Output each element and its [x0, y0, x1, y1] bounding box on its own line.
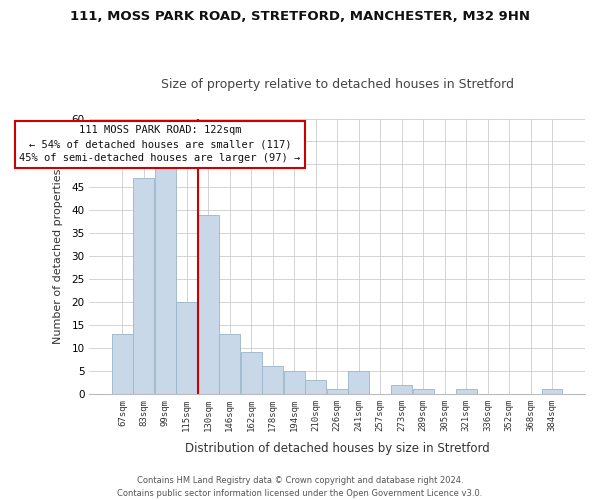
Bar: [241, 352, 262, 394]
Bar: [262, 366, 283, 394]
Bar: [348, 371, 369, 394]
Text: 111 MOSS PARK ROAD: 122sqm
← 54% of detached houses are smaller (117)
45% of sem: 111 MOSS PARK ROAD: 122sqm ← 54% of deta…: [19, 126, 301, 164]
Bar: [155, 164, 176, 394]
Bar: [305, 380, 326, 394]
Y-axis label: Number of detached properties: Number of detached properties: [53, 168, 63, 344]
Bar: [284, 371, 305, 394]
Bar: [413, 389, 434, 394]
X-axis label: Distribution of detached houses by size in Stretford: Distribution of detached houses by size …: [185, 442, 490, 455]
Text: 111, MOSS PARK ROAD, STRETFORD, MANCHESTER, M32 9HN: 111, MOSS PARK ROAD, STRETFORD, MANCHEST…: [70, 10, 530, 23]
Bar: [133, 178, 154, 394]
Bar: [112, 334, 133, 394]
Bar: [327, 389, 347, 394]
Bar: [176, 302, 197, 394]
Bar: [198, 215, 219, 394]
Title: Size of property relative to detached houses in Stretford: Size of property relative to detached ho…: [161, 78, 514, 91]
Bar: [542, 389, 562, 394]
Bar: [391, 384, 412, 394]
Text: Contains HM Land Registry data © Crown copyright and database right 2024.
Contai: Contains HM Land Registry data © Crown c…: [118, 476, 482, 498]
Bar: [220, 334, 240, 394]
Bar: [455, 389, 476, 394]
